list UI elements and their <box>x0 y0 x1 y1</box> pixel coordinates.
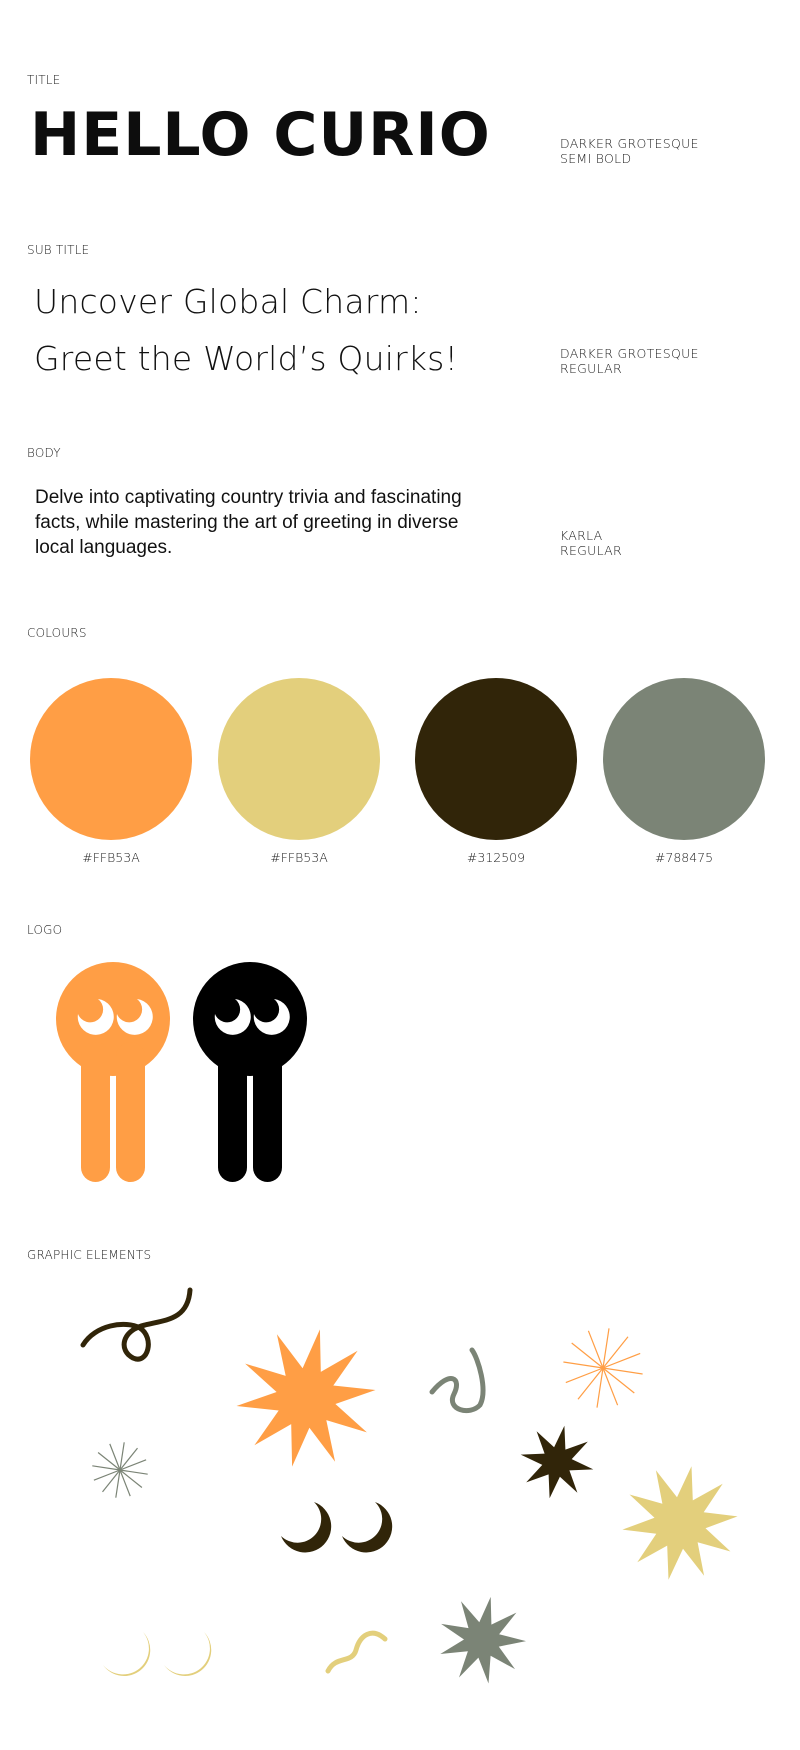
graphic-elements-canvas <box>80 1287 738 1684</box>
title-font-weight: SEMI BOLD <box>560 151 632 166</box>
subtitle-font-weight: REGULAR <box>560 361 623 376</box>
asterisk-ray <box>602 1336 629 1369</box>
logo-body <box>56 962 170 1182</box>
starburst-dark-brown-icon <box>520 1425 594 1499</box>
logo-eyes-icon <box>214 999 290 1035</box>
asterisk-ray <box>119 1469 131 1497</box>
asterisk-ray <box>93 1469 121 1481</box>
section-label-logo: LOGO <box>27 923 63 937</box>
colour-swatch-dark-brown <box>415 678 577 840</box>
swirl-sage-icon <box>429 1347 486 1414</box>
asterisk-ray <box>119 1469 148 1475</box>
colour-swatch-yellow <box>218 678 380 840</box>
squiggle-yellow-icon <box>325 1630 388 1674</box>
moon-eyes-dark-brown-icon <box>281 1502 393 1553</box>
title-font-family: DARKER GROTESQUE <box>560 136 699 151</box>
asterisk-ray <box>109 1443 121 1471</box>
logo-mark-orange <box>56 962 170 1182</box>
asterisk-ray <box>565 1367 604 1384</box>
asterisk-ray <box>602 1367 619 1406</box>
subtitle-sample: Uncover Global Charm: Greet the World’s … <box>34 273 458 387</box>
asterisk-ray <box>602 1328 610 1369</box>
title-sample: HELLO CURIO <box>30 100 491 170</box>
asterisk-ray <box>97 1452 121 1471</box>
logo-eyes-icon <box>77 999 153 1035</box>
section-label-subtitle: SUB TITLE <box>27 243 90 257</box>
section-label-colours: COLOURS <box>27 626 87 640</box>
body-font-family: KARLA <box>560 528 603 543</box>
body-font-note: KARLA REGULAR <box>560 528 622 558</box>
section-label-graphic-elements: GRAPHIC ELEMENTS <box>27 1248 152 1262</box>
logo-body <box>193 962 307 1182</box>
body-font-weight: REGULAR <box>560 543 623 558</box>
asterisk-ray <box>602 1367 643 1375</box>
squiggle-loop-icon <box>80 1287 193 1362</box>
asterisk-ray <box>596 1367 604 1408</box>
body-sample: Delve into captivating country trivia an… <box>35 487 462 558</box>
asterisk-ray <box>92 1465 121 1471</box>
asterisk-ray <box>571 1342 604 1369</box>
section-label-body: BODY <box>27 446 61 460</box>
asterisk-ray <box>115 1469 121 1498</box>
subtitle-line-2: Greet the World’s Quirks! <box>34 339 458 378</box>
logo-mark-black <box>193 962 307 1182</box>
subtitle-font-family: DARKER GROTESQUE <box>560 346 699 361</box>
asterisk-thin-orange-icon <box>563 1328 643 1408</box>
asterisk-thin-sage-icon <box>92 1442 148 1498</box>
asterisk-ray <box>102 1469 121 1493</box>
asterisk-ray <box>119 1459 147 1471</box>
asterisk-ray <box>587 1330 604 1369</box>
starburst-sage-icon <box>440 1596 526 1684</box>
asterisk-ray <box>119 1442 125 1471</box>
title-font-note: DARKER GROTESQUE SEMI BOLD <box>560 136 699 166</box>
asterisk-ray <box>119 1469 143 1488</box>
colour-hex-sage: #788475 <box>654 850 714 865</box>
asterisk-ray <box>563 1361 604 1369</box>
colour-hex-yellow: #FFB53A <box>270 850 328 865</box>
asterisk-ray <box>577 1367 604 1400</box>
asterisk-ray <box>119 1447 138 1471</box>
colour-hex-orange: #FFB53A <box>82 850 140 865</box>
asterisk-ray <box>602 1352 641 1369</box>
colour-hex-dark-brown: #312509 <box>466 850 526 865</box>
subtitle-line-1: Uncover Global Charm: <box>34 282 422 321</box>
starburst-yellow-icon <box>622 1466 738 1580</box>
colour-swatch-orange <box>30 678 192 840</box>
subtitle-font-note: DARKER GROTESQUE REGULAR <box>560 346 699 376</box>
colour-swatch-sage <box>603 678 765 840</box>
section-label-title: TITLE <box>27 73 61 87</box>
starburst-orange-icon <box>236 1329 376 1467</box>
asterisk-ray <box>602 1367 635 1394</box>
moon-eyes-yellow-icon <box>103 1632 212 1676</box>
